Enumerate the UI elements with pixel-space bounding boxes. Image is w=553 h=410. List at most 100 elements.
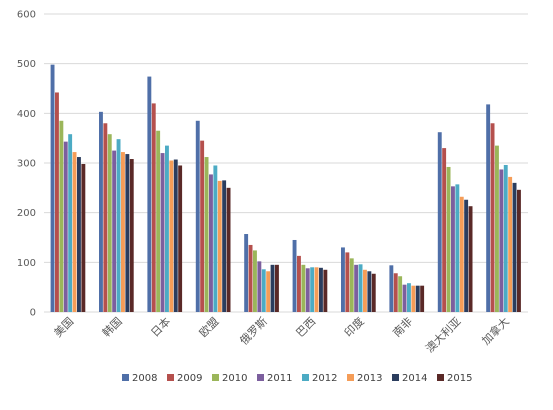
bar-2011-1 bbox=[112, 150, 117, 312]
legend-swatch-2008 bbox=[122, 374, 129, 381]
x-category-label: 俄罗斯 bbox=[237, 315, 270, 348]
y-axis-ticks: 0 100 200 300 400 500 600 bbox=[17, 10, 36, 319]
x-category-label: 日本 bbox=[148, 314, 173, 339]
bar-2010-5 bbox=[301, 264, 306, 312]
bar-2013-4 bbox=[266, 271, 271, 312]
bar-2010-3 bbox=[204, 157, 209, 312]
bar-2013-6 bbox=[363, 269, 367, 312]
bar-2011-0 bbox=[63, 141, 68, 312]
x-category-label: 欧盟 bbox=[197, 315, 222, 340]
legend-swatch-2013 bbox=[347, 374, 354, 381]
bar-2009-0 bbox=[55, 92, 59, 312]
bar-2008-5 bbox=[292, 239, 297, 312]
legend-swatch-2014 bbox=[392, 374, 399, 381]
bar-2010-0 bbox=[59, 120, 64, 312]
y-tick-label: 600 bbox=[17, 10, 36, 21]
y-tick-label: 500 bbox=[17, 59, 36, 70]
bar-2012-3 bbox=[213, 165, 218, 312]
legend-label-2014: 2014 bbox=[402, 373, 427, 384]
legend-label-2010: 2010 bbox=[222, 373, 247, 384]
bar-2012-2 bbox=[165, 145, 169, 312]
bar-2014-1 bbox=[125, 154, 130, 312]
bar-2011-3 bbox=[209, 174, 213, 312]
bar-2013-0 bbox=[72, 152, 77, 312]
bar-2014-0 bbox=[77, 157, 81, 312]
legend-swatch-2010 bbox=[212, 374, 219, 381]
bar-2010-8 bbox=[446, 166, 451, 312]
bar-2008-2 bbox=[147, 76, 152, 312]
bar-2012-5 bbox=[310, 267, 315, 312]
bar-2015-4 bbox=[275, 264, 279, 312]
bar-2012-6 bbox=[358, 264, 363, 312]
bar-2011-6 bbox=[354, 264, 359, 312]
x-category-label: 印度 bbox=[341, 314, 366, 339]
legend-label-2012: 2012 bbox=[312, 373, 337, 384]
bar-2008-6 bbox=[341, 247, 345, 312]
bar-2014-5 bbox=[319, 267, 323, 312]
legend-label-2011: 2011 bbox=[267, 373, 292, 384]
x-category-label: 韩国 bbox=[99, 314, 124, 339]
bar-2010-2 bbox=[156, 130, 161, 312]
bar-2015-5 bbox=[323, 269, 328, 312]
bar-2015-7 bbox=[420, 285, 425, 312]
bar-2015-6 bbox=[371, 273, 376, 312]
bar-2008-1 bbox=[99, 111, 103, 312]
y-tick-label: 0 bbox=[30, 308, 36, 319]
bar-2012-4 bbox=[261, 269, 266, 312]
x-category-label: 南非 bbox=[390, 315, 415, 340]
bar-2009-8 bbox=[442, 148, 447, 312]
bar-2014-6 bbox=[367, 271, 372, 312]
bar-2010-4 bbox=[253, 250, 257, 312]
bar-2012-0 bbox=[68, 134, 73, 312]
x-category-label: 加拿大 bbox=[479, 314, 512, 347]
bar-2008-8 bbox=[437, 132, 442, 312]
bar-2015-2 bbox=[178, 165, 183, 312]
bar-2009-7 bbox=[393, 273, 398, 312]
bar-2009-2 bbox=[151, 103, 156, 313]
legend-label-2009: 2009 bbox=[177, 373, 202, 384]
bar-2008-9 bbox=[486, 104, 491, 312]
bar-2012-8 bbox=[455, 184, 460, 312]
bar-2008-4 bbox=[244, 234, 249, 312]
bar-2010-7 bbox=[398, 276, 403, 312]
bar-2009-1 bbox=[103, 123, 108, 313]
bar-2011-4 bbox=[257, 261, 262, 312]
bar-2012-9 bbox=[503, 164, 508, 312]
y-tick-label: 400 bbox=[17, 109, 36, 120]
bar-2014-3 bbox=[222, 180, 227, 312]
bar-2009-5 bbox=[297, 255, 301, 312]
bar-2008-3 bbox=[195, 120, 200, 312]
bar-2014-4 bbox=[270, 264, 275, 312]
bar-2015-8 bbox=[468, 206, 473, 312]
y-tick-label: 300 bbox=[17, 159, 36, 170]
y-tick-label: 100 bbox=[17, 258, 36, 269]
bar-2011-8 bbox=[451, 186, 455, 312]
bar-2014-9 bbox=[512, 182, 517, 312]
bar-2009-4 bbox=[248, 244, 253, 312]
bar-2009-6 bbox=[345, 252, 350, 312]
x-category-label: 巴西 bbox=[294, 315, 319, 340]
bar-2015-9 bbox=[517, 189, 521, 312]
bar-2008-7 bbox=[389, 265, 394, 312]
bar-2012-1 bbox=[116, 139, 121, 312]
legend-label-2008: 2008 bbox=[132, 373, 157, 384]
bar-2009-9 bbox=[490, 123, 495, 313]
bar-2011-5 bbox=[305, 268, 310, 312]
bar-2014-2 bbox=[173, 159, 178, 312]
bar-2013-7 bbox=[411, 285, 416, 312]
bar-2012-7 bbox=[407, 283, 411, 312]
bars bbox=[50, 64, 521, 313]
bar-2013-5 bbox=[314, 267, 319, 312]
bar-2013-3 bbox=[217, 180, 222, 312]
bar-2014-7 bbox=[415, 285, 420, 312]
bar-2013-2 bbox=[169, 160, 174, 312]
bar-2015-0 bbox=[81, 163, 86, 312]
legend-label-2015: 2015 bbox=[447, 373, 472, 384]
legend-swatch-2012 bbox=[302, 374, 309, 381]
bar-2013-9 bbox=[508, 176, 513, 312]
bar-2010-9 bbox=[495, 145, 499, 312]
bar-2013-8 bbox=[459, 196, 464, 312]
bar-2013-1 bbox=[121, 152, 125, 312]
legend-swatch-2009 bbox=[167, 374, 174, 381]
